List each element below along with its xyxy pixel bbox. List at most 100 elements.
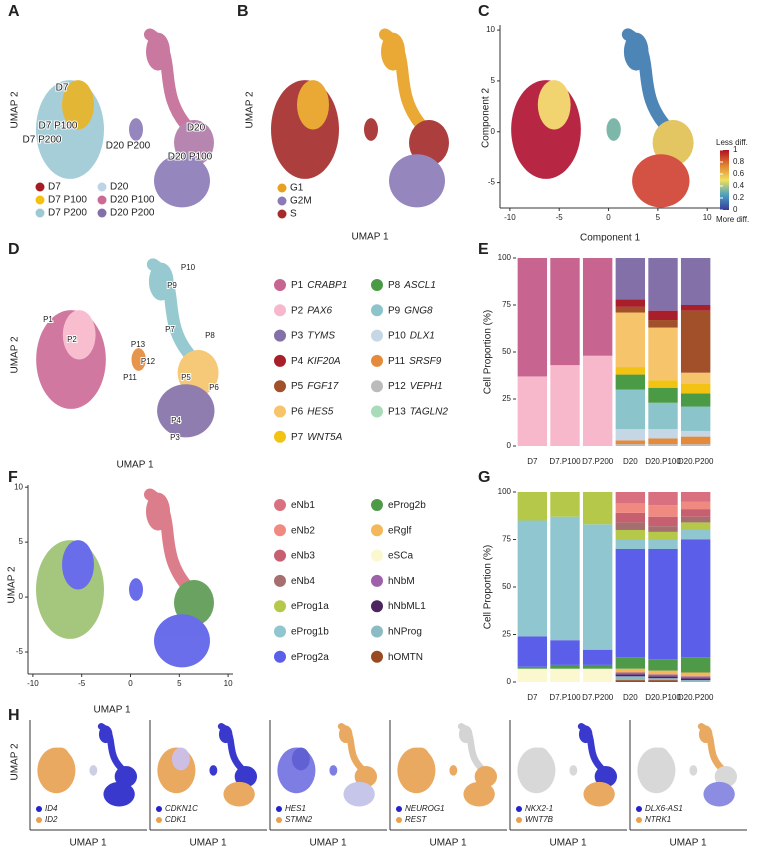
bar-segment [582, 492, 613, 525]
cell-cloud [36, 488, 214, 668]
bar-segment [517, 492, 548, 521]
cluster-blob [411, 747, 430, 771]
bar-segment [680, 678, 711, 681]
legend-name: eProg2a [291, 651, 329, 662]
cluster-blob [62, 310, 96, 360]
legend-gene: TAGLN2 [410, 406, 449, 417]
bar-segment [582, 524, 613, 650]
bar-segment [615, 522, 646, 530]
bar-segment [648, 438, 678, 445]
cluster-blob [449, 765, 458, 776]
x-tick-label: 5 [656, 213, 661, 222]
bar-segment [680, 680, 711, 682]
x-axis-title: UMAP 1 [549, 838, 586, 849]
cluster-label: D7 P100 [39, 121, 78, 132]
bar-segment [615, 657, 646, 669]
x-tick-label: 5 [177, 679, 182, 688]
bar-segment [648, 516, 678, 527]
bar-segment [680, 672, 711, 677]
cluster-label: P13 [131, 340, 146, 349]
legend-label: D20 P200 [110, 208, 155, 219]
legend-gene: TYMS [307, 330, 335, 341]
bar-segment [517, 668, 548, 682]
cluster-blob [651, 747, 670, 771]
y-axis-title: Component 2 [481, 88, 492, 148]
bar-segment [517, 258, 548, 377]
cluster-blob [131, 348, 146, 371]
legend-name: P7 [291, 431, 304, 442]
legend-swatch [274, 304, 286, 317]
x-tick-label: -10 [27, 679, 39, 688]
cluster-label: P4 [171, 416, 181, 425]
cluster-blob [714, 766, 738, 788]
x-tick-label: D7 [527, 457, 538, 466]
x-tick-label: 10 [703, 213, 712, 222]
y-axis-title: UMAP 2 [10, 336, 21, 373]
y-tick-label: 0 [507, 441, 512, 450]
cluster-blob [89, 765, 98, 776]
bar-segment [550, 668, 580, 682]
bar-segment [550, 516, 580, 641]
cluster-blob [98, 725, 113, 744]
legend-label: REST [405, 815, 427, 824]
y-tick-label: 100 [498, 487, 512, 496]
y-axis-title: Cell Proportion (%) [483, 310, 494, 394]
colorbar-label: 0 [733, 205, 738, 214]
x-tick-label: D20.P200 [678, 693, 714, 702]
bar-segment [648, 429, 678, 439]
cluster-blob [569, 765, 578, 776]
bar-segment [680, 383, 711, 394]
legend-swatch [97, 208, 107, 218]
panel-letter: A [8, 3, 20, 20]
cluster-blob [234, 766, 258, 788]
bar-segment [680, 436, 711, 445]
cluster-blob [463, 781, 495, 807]
cell-cloud [36, 258, 219, 438]
bar-segment [680, 676, 711, 679]
legend-name: eNb3 [291, 550, 315, 561]
cluster-blob [129, 118, 143, 141]
cluster-blob [364, 118, 378, 141]
legend-name: hNProg [388, 626, 422, 637]
x-tick-label: D7.P200 [582, 693, 614, 702]
bar-segment [615, 367, 646, 375]
legend-label: G1 [290, 183, 304, 194]
cell-cloud [517, 723, 618, 807]
legend-swatch [277, 196, 287, 206]
legend-name: P12 [388, 381, 406, 392]
y-tick-label: 75 [502, 535, 511, 544]
bar-segment [615, 429, 646, 441]
x-tick-label: D20.P100 [645, 457, 681, 466]
x-axis-title: UMAP 1 [69, 838, 106, 849]
legend-label: eRglf [388, 525, 412, 536]
legend-swatch [396, 817, 402, 823]
legend-swatch [274, 380, 286, 393]
legend-gene: VEPH1 [410, 381, 443, 392]
legend-label: NEUROG1 [405, 804, 445, 813]
legend-label: D20 P100 [110, 195, 155, 206]
legend-label: P2 PAX6 [291, 305, 333, 316]
cluster-blob [146, 492, 170, 531]
cluster-blob [146, 32, 170, 71]
cluster-blob [209, 765, 218, 776]
legend-swatch [274, 650, 286, 663]
x-axis-title: UMAP 1 [309, 838, 346, 849]
panel-letter: F [8, 469, 18, 486]
legend-label: CDK1 [165, 815, 186, 824]
cell-cloud [271, 28, 449, 208]
bar-segment [648, 327, 678, 381]
legend-label: NKX2-1 [525, 804, 553, 813]
y-tick-label: 5 [491, 76, 496, 85]
legend-name: P8 [388, 280, 401, 291]
y-tick-label: 100 [498, 253, 512, 262]
bar-segment [680, 444, 711, 446]
legend-swatch [274, 574, 286, 587]
cluster-blob [652, 120, 694, 166]
bar-segment [615, 503, 646, 513]
bar-segment [648, 531, 678, 540]
legend-swatch [371, 625, 383, 638]
bar-segment [582, 649, 613, 665]
bar-segment [648, 258, 678, 311]
cluster-blob [223, 781, 255, 807]
y-axis-title: Cell Proportion (%) [483, 545, 494, 629]
